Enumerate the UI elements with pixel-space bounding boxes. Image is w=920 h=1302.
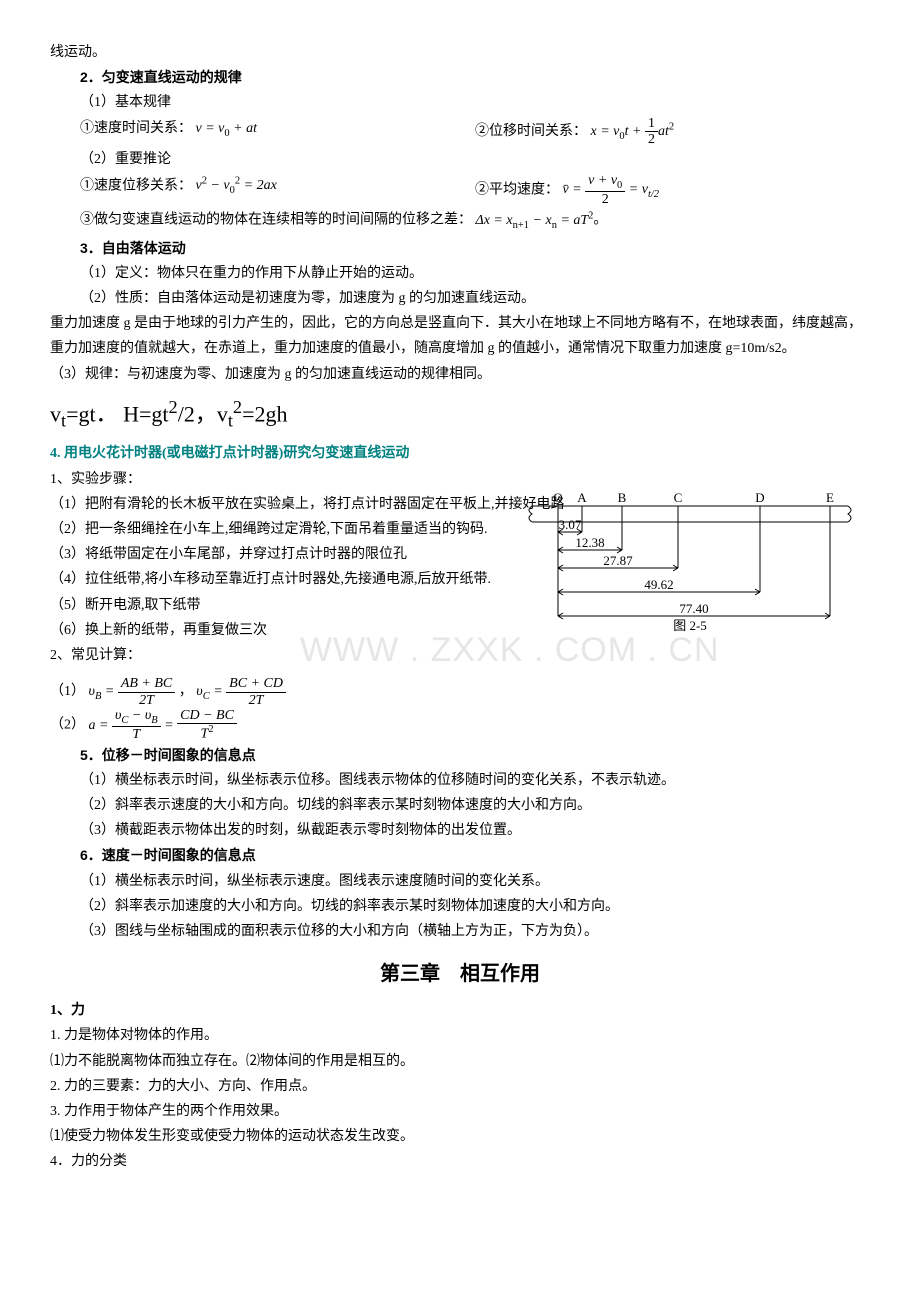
s5-item: （1）横坐标表示时间，纵坐标表示位移。图线表示物体的位移随时间的变化关系，不表示…: [50, 768, 870, 793]
s3-p4: （3）规律：与初速度为零、加速度为 g 的匀加速直线运动的规律相同。: [50, 362, 870, 387]
s3-title: 3．自由落体运动: [50, 236, 870, 261]
top-fragment: 线运动。: [50, 40, 870, 65]
eq4-cell: ②平均速度： v̄ = v + v02 = vt/2: [475, 173, 870, 208]
s4-steps-label: 1、实验步骤：: [50, 467, 870, 492]
s3-p3: 重力加速度 g 是由于地球的引力产生的，因此，它的方向总是竖直向下．其大小在地球…: [50, 311, 870, 361]
s3-formula: vt=gt． H=gt2/2，vt2=2gh: [50, 387, 870, 442]
calc1: （1） υB = AB + BC2T ， υC = BC + CD2T: [50, 676, 870, 708]
s4-title: 4. 用电火花计时器(或电磁打点计时器)研究匀变速直线运动: [50, 441, 870, 466]
c3-h1: 1、力: [50, 998, 870, 1023]
s6-item: （3）图线与坐标轴围成的面积表示位移的大小和方向（横轴上方为正，下方为负）。: [50, 919, 870, 944]
svg-text:O: O: [553, 492, 562, 505]
svg-text:3.07: 3.07: [559, 517, 582, 532]
s2-p2: （2）重要推论: [50, 147, 870, 172]
c3-line: 2. 力的三要素：力的大小、方向、作用点。: [50, 1074, 870, 1099]
eq2-cell: ②位移时间关系： x = v0t + 12at2: [475, 116, 870, 148]
svg-text:49.62: 49.62: [644, 577, 673, 592]
svg-text:图 2-5: 图 2-5: [673, 618, 707, 632]
s6-title: 6．速度－时间图象的信息点: [50, 843, 870, 868]
svg-text:B: B: [618, 492, 627, 505]
c3-line: ⑴力不能脱离物体而独立存在。⑵物体间的作用是相互的。: [50, 1049, 870, 1074]
c3-line: 4．力的分类: [50, 1149, 870, 1174]
svg-text:27.87: 27.87: [603, 553, 633, 568]
eq1-label: ①速度时间关系：: [80, 121, 192, 136]
s2-p1: （1）基本规律: [50, 90, 870, 115]
s3-p1: （1）定义：物体只在重力的作用下从静止开始的运动。: [50, 261, 870, 286]
s2-p3: ③做匀变速直线运动的物体在连续相等的时间间隔的位移之差： Δx = xn+1 −…: [50, 207, 870, 235]
eq4-label: ②平均速度：: [475, 182, 559, 197]
eq1-cell: ①速度时间关系： v = v0 + at: [80, 116, 475, 148]
c3-line: ⑴使受力物体发生形变或使受力物体的运动状态发生改变。: [50, 1124, 870, 1149]
eq4: v̄ = v + v02 = vt/2: [563, 182, 660, 197]
svg-text:A: A: [577, 492, 587, 505]
tape-diagram: O A B C D E 3.07 12.38 27.87 49.62 77.40 图 2-5: [520, 492, 860, 632]
eq3-cell: ①速度位移关系： v2 − v02 = 2ax: [80, 173, 475, 208]
s4-calc-label: 2、常见计算：: [50, 643, 870, 668]
eq3-label: ①速度位移关系：: [80, 178, 192, 193]
s6-item: （1）横坐标表示时间，纵坐标表示速度。图线表示速度随时间的变化关系。: [50, 869, 870, 894]
s6-item: （2）斜率表示加速度的大小和方向。切线的斜率表示某时刻物体加速度的大小和方向。: [50, 894, 870, 919]
s2-title: 2．匀变速直线运动的规律: [50, 65, 870, 90]
svg-text:D: D: [755, 492, 764, 505]
s5-item: （3）横截距表示物体出发的时刻，纵截距表示零时刻物体的出发位置。: [50, 818, 870, 843]
s5-item: （2）斜率表示速度的大小和方向。切线的斜率表示某时刻物体速度的大小和方向。: [50, 793, 870, 818]
svg-text:E: E: [826, 492, 834, 505]
calc2: （2） a = υC − υBT = CD − BCT2: [50, 708, 870, 743]
svg-text:12.38: 12.38: [575, 535, 604, 550]
chapter3-title: 第三章 相互作用: [50, 956, 870, 992]
s5-title: 5．位移－时间图象的信息点: [50, 743, 870, 768]
eq2-label: ②位移时间关系：: [475, 124, 587, 139]
eq2: x = v0t + 12at2: [591, 124, 675, 139]
eq3: v2 − v02 = 2ax: [196, 178, 277, 193]
svg-text:77.40: 77.40: [679, 601, 708, 616]
c3-line: 1. 力是物体对物体的作用。: [50, 1023, 870, 1048]
eq1: v = v0 + at: [196, 121, 257, 136]
c3-line: 3. 力作用于物体产生的两个作用效果。: [50, 1099, 870, 1124]
svg-text:C: C: [674, 492, 683, 505]
s3-p2: （2）性质：自由落体运动是初速度为零，加速度为 g 的匀加速直线运动。: [50, 286, 870, 311]
